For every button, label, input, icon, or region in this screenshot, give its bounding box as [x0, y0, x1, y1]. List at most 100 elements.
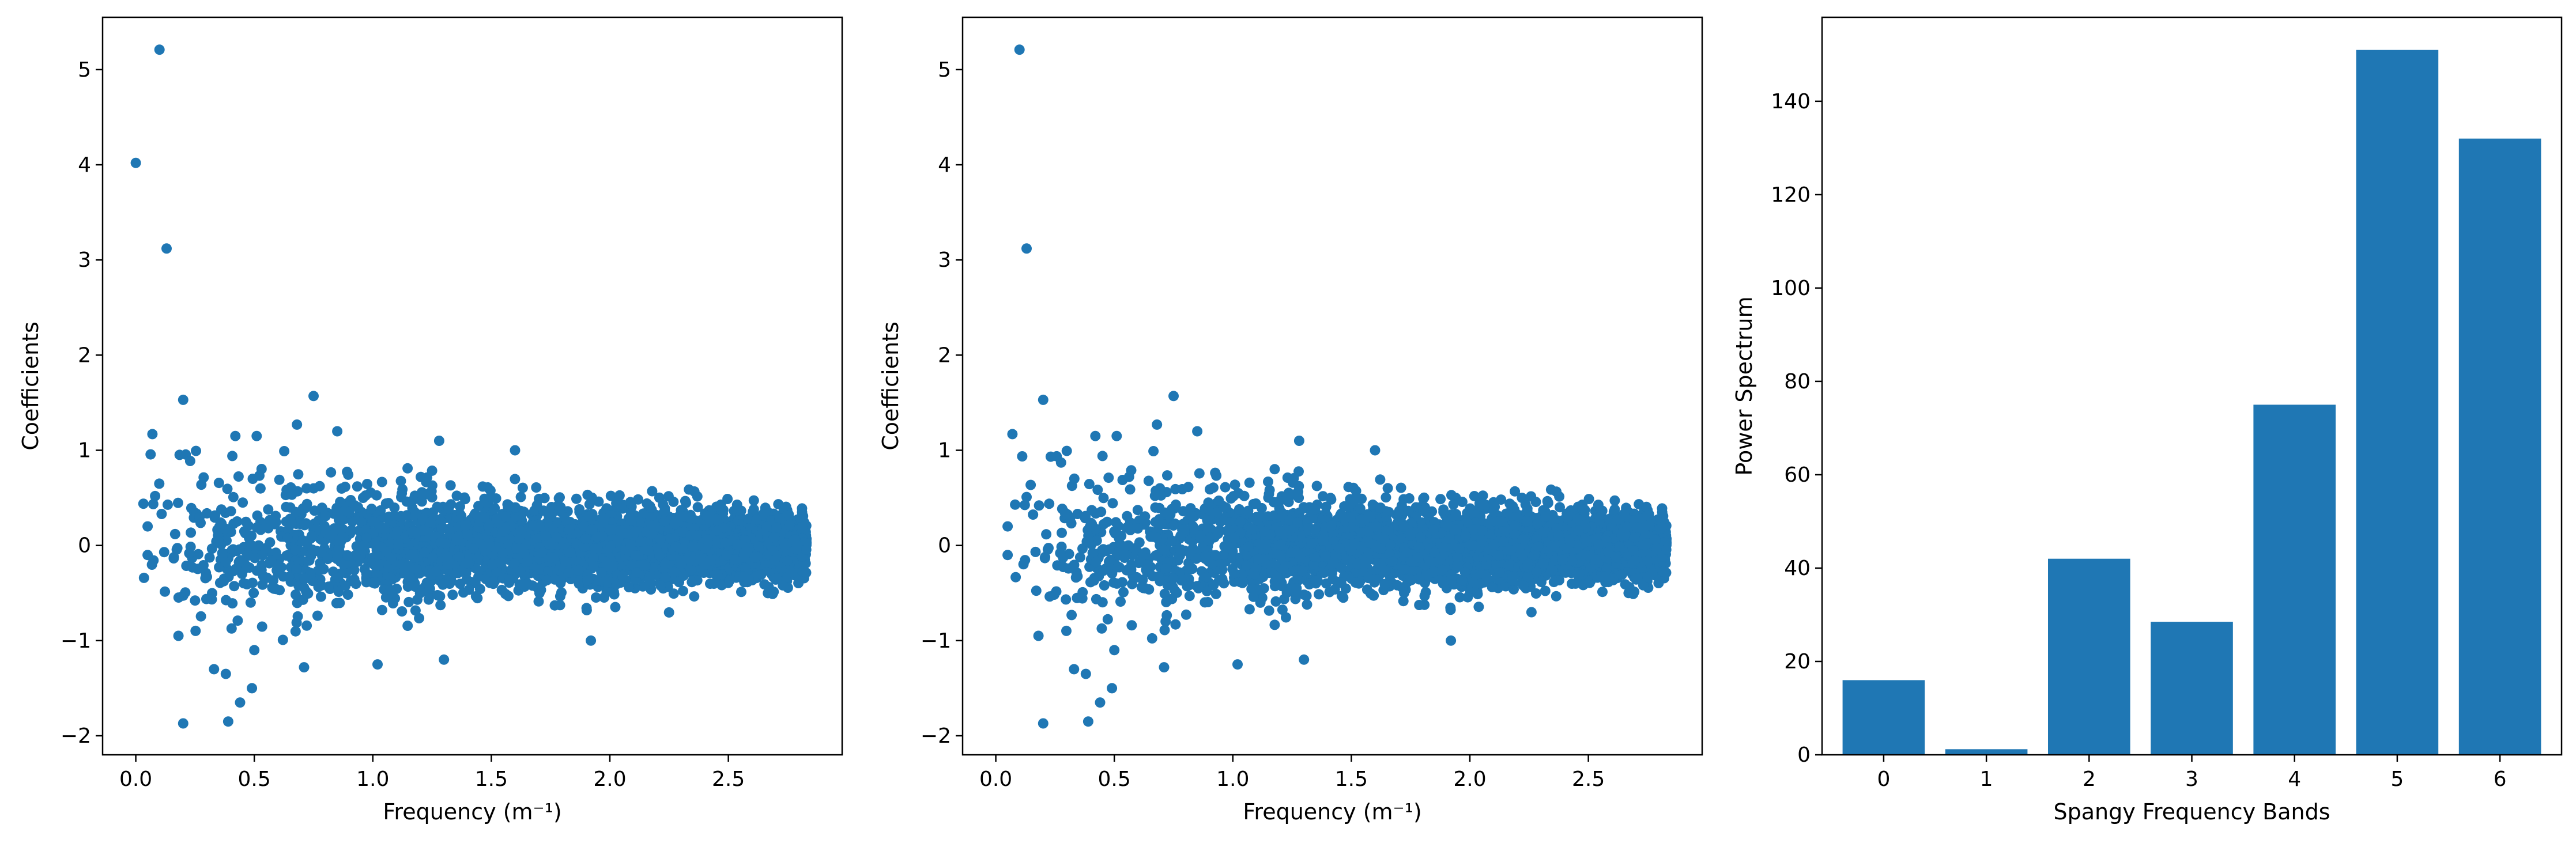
scatter-point — [161, 243, 172, 254]
scatter-point — [193, 549, 203, 559]
scatter-point — [299, 520, 310, 531]
scatter-point — [291, 589, 301, 600]
scatter-point — [168, 552, 179, 563]
scatter-point — [1096, 506, 1107, 517]
scatter-point — [439, 654, 450, 665]
scatter-point — [1148, 446, 1159, 456]
scatter-point — [195, 611, 206, 622]
scatter-point — [255, 524, 266, 535]
scatter-point — [767, 545, 778, 556]
scatter-point — [695, 554, 706, 565]
scatter-point — [277, 634, 288, 645]
scatter-point — [534, 588, 545, 599]
scatter-point — [252, 510, 263, 521]
scatter-point — [256, 565, 267, 576]
scatter-point — [1457, 497, 1468, 507]
scatter-point — [560, 556, 571, 567]
scatter-point — [233, 471, 244, 482]
scatter-point — [634, 517, 645, 528]
scatter-point — [184, 548, 195, 559]
scatter-point — [701, 511, 712, 521]
scatter-point — [333, 587, 344, 597]
scatter-point — [345, 525, 356, 536]
scatter-point — [687, 515, 697, 526]
scatter-point — [510, 474, 521, 485]
scatter-point — [403, 596, 414, 607]
scatter-point — [580, 533, 591, 544]
scatter-point — [201, 593, 212, 604]
y-tick-label: 0 — [78, 534, 91, 558]
scatter-point — [534, 521, 545, 532]
scatter-point — [533, 564, 544, 575]
scatter-point — [353, 502, 363, 513]
scatter-point — [419, 547, 430, 558]
scatter-point — [454, 551, 465, 562]
scatter-point — [541, 574, 552, 585]
scatter-point — [417, 515, 428, 525]
scatter-point — [769, 555, 780, 566]
scatter-left-points — [130, 44, 812, 729]
scatter-point — [514, 534, 525, 544]
scatter-point — [204, 552, 215, 563]
scatter-point — [574, 576, 584, 587]
scatter-point — [303, 588, 314, 599]
scatter-point — [345, 495, 356, 505]
scatter-point — [374, 560, 384, 571]
scatter-point — [1010, 572, 1021, 583]
scatter-point — [1180, 609, 1191, 620]
scatter-point — [385, 584, 396, 595]
scatter-point — [1061, 625, 1072, 636]
scatter-point — [405, 549, 416, 560]
scatter-point — [376, 477, 387, 487]
scatter-point — [333, 572, 344, 583]
scatter-point — [410, 605, 421, 616]
scatter-point — [659, 559, 670, 570]
scatter-point — [130, 157, 141, 168]
scatter-point — [392, 526, 403, 536]
scatter-point — [801, 567, 812, 578]
scatter-point — [387, 598, 398, 608]
scatter-point — [174, 449, 185, 460]
scatter-point — [399, 568, 410, 578]
scatter-point — [333, 515, 344, 525]
scatter-point — [290, 626, 301, 637]
scatter-point — [485, 485, 496, 496]
scatter-point — [599, 592, 610, 603]
scatter-point — [138, 572, 149, 583]
scatter-point — [362, 479, 372, 489]
scatter-point — [150, 490, 161, 501]
scatter-point — [468, 543, 479, 554]
scatter-point — [352, 540, 363, 551]
scatter-point — [393, 539, 404, 550]
x-tick-label: 1.5 — [475, 767, 508, 791]
scatter-point — [470, 591, 481, 602]
scatter-point — [753, 541, 764, 552]
scatter-point — [395, 475, 406, 486]
scatter-point — [670, 541, 681, 552]
scatter-point — [299, 573, 310, 584]
scatter-point — [342, 589, 353, 600]
scatter-point — [447, 589, 458, 600]
scatter-point — [1597, 587, 1608, 598]
scatter-point — [229, 581, 240, 592]
scatter-point — [651, 543, 662, 554]
scatter-point — [217, 549, 228, 559]
scatter-point — [605, 540, 616, 551]
scatter-point — [383, 562, 394, 573]
scatter-point — [323, 581, 334, 592]
scatter-point — [169, 528, 180, 539]
scatter-point — [531, 482, 542, 493]
scatter-point — [401, 510, 412, 521]
scatter-point — [221, 535, 232, 546]
scatter-point — [613, 525, 624, 536]
scatter-point — [222, 716, 233, 727]
scatter-point — [316, 502, 327, 513]
scatter-point — [202, 572, 212, 583]
scatter-point — [433, 436, 444, 446]
scatter-point — [1017, 451, 1028, 462]
scatter-point — [220, 523, 231, 534]
scatter-point — [587, 524, 598, 535]
scatter-point — [676, 558, 687, 569]
scatter-point — [736, 587, 746, 598]
scatter-point — [640, 561, 651, 572]
